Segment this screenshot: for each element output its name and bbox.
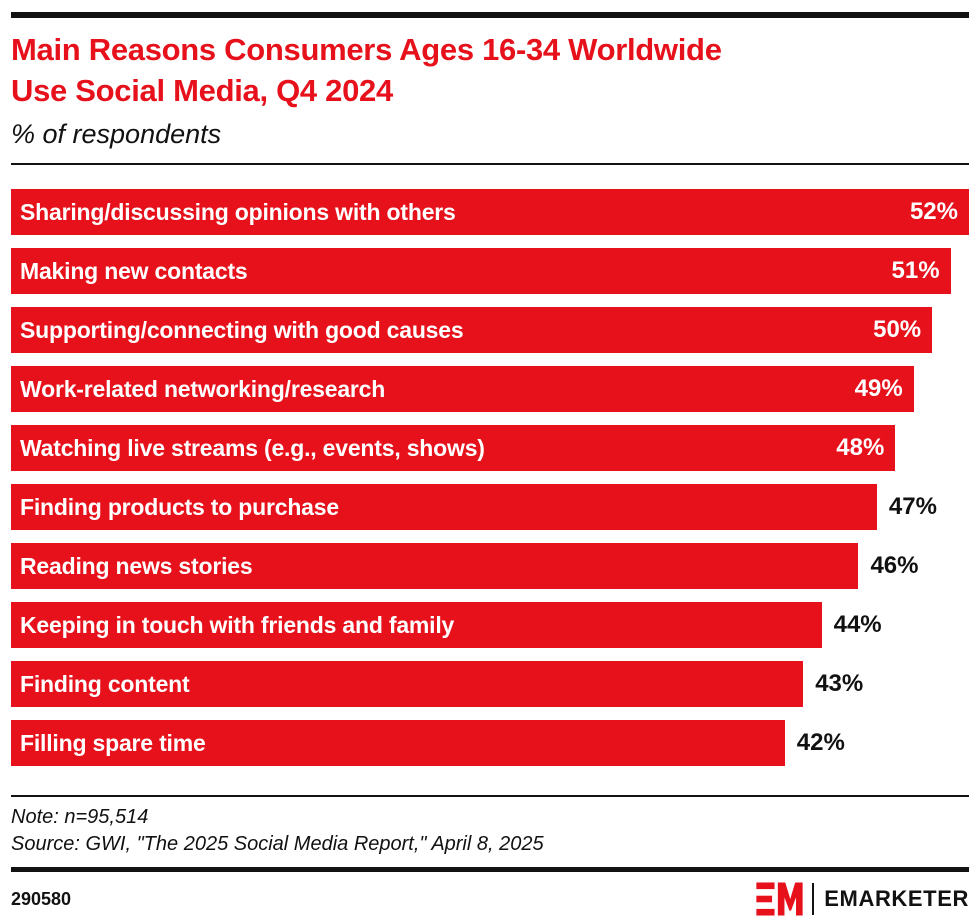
bar-chart-area: Sharing/discussing opinions with others 5… [11, 189, 969, 766]
bar: Finding content [11, 661, 804, 707]
bar-category-label: Finding products to purchase [20, 493, 339, 520]
bar-row: Watching live streams (e.g., events, sho… [11, 425, 969, 471]
bar-category-label: Making new contacts [20, 257, 248, 284]
bar-value-label: 42% [796, 729, 845, 756]
bar-value-label: 47% [888, 493, 937, 520]
chart-subtitle: % of respondents [11, 119, 222, 149]
bottom-divider-bar [11, 867, 969, 872]
bar-row: Work-related networking/research 49% [11, 366, 969, 412]
chart-title-line1: Main Reasons Consumers Ages 16-34 Worldw… [11, 32, 722, 67]
footnotes: Note: n=95,514 Source: GWI, "The 2025 So… [11, 804, 969, 858]
bar-category-label: Supporting/connecting with good causes [20, 316, 464, 343]
bar-row: Sharing/discussing opinions with others 5… [11, 189, 969, 235]
top-divider-bar [11, 12, 969, 18]
bar-value-label: 46% [870, 552, 919, 579]
bar-category-label: Keeping in touch with friends and family [20, 611, 455, 638]
source-text: Source: GWI, "The 2025 Social Media Repo… [11, 833, 544, 855]
bar: Supporting/connecting with good causes 50… [11, 307, 933, 353]
bar: Watching live streams (e.g., events, sho… [11, 425, 896, 471]
bar-row: Reading news stories 46% [11, 543, 969, 589]
bar-value-label: 49% [854, 375, 903, 402]
bar: Reading news stories [11, 543, 859, 589]
bar-category-label: Filling spare time [20, 729, 206, 756]
bar: Work-related networking/research 49% [11, 366, 914, 412]
brand-wordmark: EMARKETER [824, 886, 969, 911]
header-divider-rule [11, 163, 969, 165]
chart-id: 290580 [11, 888, 72, 909]
bar-category-label: Work-related networking/research [20, 375, 386, 402]
bar: Finding products to purchase [11, 484, 877, 530]
emarketer-monogram-icon [756, 880, 803, 918]
bar-category-label: Finding content [20, 670, 190, 697]
bar-row: Finding content 43% [11, 661, 969, 707]
footer-divider-rule [11, 795, 969, 797]
bar-value-label: 50% [873, 316, 922, 343]
bar-value-label: 51% [891, 257, 940, 284]
bar: Keeping in touch with friends and family [11, 602, 822, 648]
bar-category-label: Reading news stories [20, 552, 253, 579]
bar-row: Supporting/connecting with good causes 50… [11, 307, 969, 353]
chart-title: Main Reasons Consumers Ages 16-34 Worldw… [11, 29, 969, 111]
bar-category-label: Sharing/discussing opinions with others [20, 198, 456, 225]
emarketer-logo: EMARKETER [756, 880, 969, 918]
bar-value-label: 44% [833, 611, 882, 638]
logo-divider [812, 883, 815, 915]
note-text: Note: n=95,514 [11, 806, 149, 828]
bar-value-label: 52% [909, 198, 958, 225]
bar-row: Finding products to purchase 47% [11, 484, 969, 530]
bar-value-label: 48% [836, 434, 885, 461]
bar: Making new contacts 51% [11, 248, 951, 294]
bar-category-label: Watching live streams (e.g., events, sho… [20, 434, 485, 461]
bar-row: Filling spare time 42% [11, 720, 969, 766]
bar-row: Making new contacts 51% [11, 248, 969, 294]
chart-title-line2: Use Social Media, Q4 2024 [11, 73, 393, 108]
footer-row: 290580 EMARKETER [11, 880, 969, 918]
bar-row: Keeping in touch with friends and family… [11, 602, 969, 648]
bar: Sharing/discussing opinions with others 5… [11, 189, 969, 235]
bar-value-label: 43% [815, 670, 864, 697]
bar: Filling spare time [11, 720, 785, 766]
